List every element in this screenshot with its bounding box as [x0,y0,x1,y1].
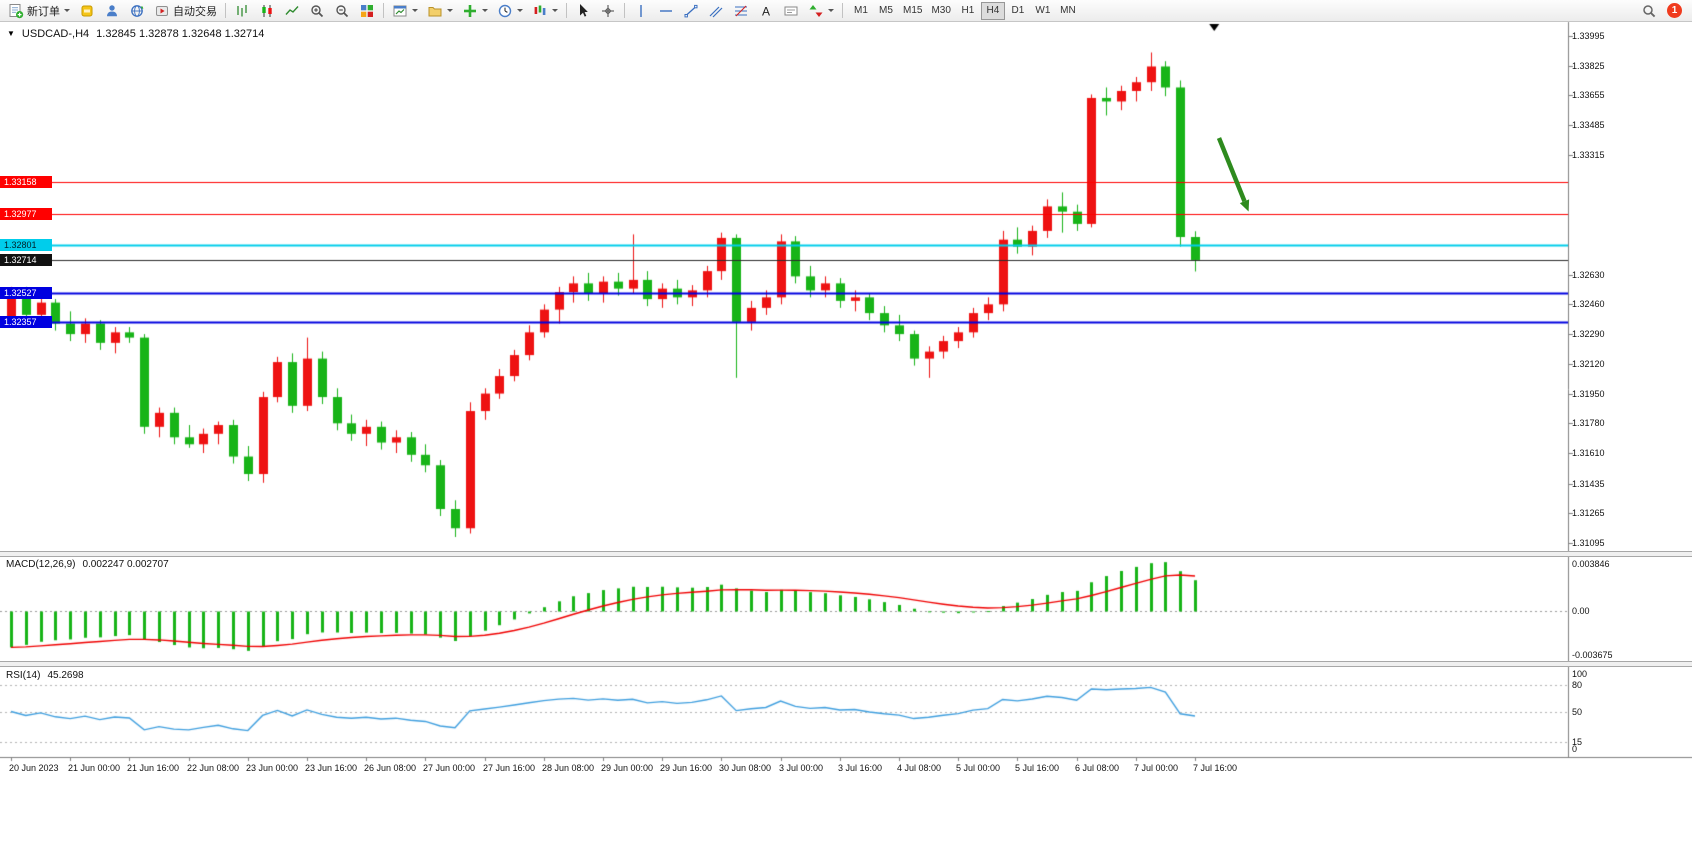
toolbar-separator [842,3,843,18]
globe-icon [129,3,145,19]
timeframe-M1[interactable]: M1 [849,2,873,20]
toolbar-separator [225,3,226,18]
algo-trading-icon [154,3,170,19]
line-chart-button[interactable] [280,1,304,21]
toolbar-separator [566,3,567,18]
template-button[interactable] [528,1,562,21]
chevron-down-icon [412,9,418,12]
toolbar-separator [624,3,625,18]
bar-chart-button[interactable] [230,1,254,21]
zoom-out-icon [334,3,350,19]
chevron-down-icon [828,9,834,12]
new-order-button[interactable]: 新订单 [4,1,74,21]
arrows-icon [808,3,824,19]
template-icon [532,3,548,19]
horizontal-line-button[interactable] [654,1,678,21]
person-icon [104,3,120,19]
timeframe-H1[interactable]: H1 [956,2,980,20]
timeframe-H4[interactable]: H4 [980,1,1005,20]
chevron-down-icon [552,9,558,12]
algo-trading-button[interactable]: 自动交易 [150,1,221,21]
web-terminal-button[interactable] [125,1,149,21]
cursor-icon [575,3,591,19]
panel-resize-handle-main-macd[interactable] [0,551,1692,557]
vertical-line-icon [633,3,649,19]
svg-text:A: A [762,4,770,18]
timeframe-W1[interactable]: W1 [1031,2,1055,20]
chevron-down-icon [517,9,523,12]
chevron-down-icon [447,9,453,12]
text-a-icon: A [758,3,774,19]
panel-resize-handle-macd-rsi[interactable] [0,661,1692,667]
indicators-button[interactable] [458,1,492,21]
timeframe-M15[interactable]: M15 [899,2,926,20]
crosshair-button[interactable] [596,1,620,21]
new-chart-button[interactable] [388,1,422,21]
notifications-badge[interactable]: 1 [1667,3,1682,18]
search-icon [1641,3,1657,19]
new-order-label: 新订单 [27,5,60,18]
timeframe-D1[interactable]: D1 [1006,2,1030,20]
text-button[interactable]: A [754,1,778,21]
toolbar-right-group: 1 [1637,1,1688,21]
timeframe-group: M1 M5 M15 M30 H1 H4 D1 W1 MN [849,1,1080,20]
timeframe-M30[interactable]: M30 [927,2,954,20]
zoom-out-button[interactable] [330,1,354,21]
line-chart-icon [284,3,300,19]
clock-icon [497,3,513,19]
market-watch-icon [79,3,95,19]
periods-button[interactable] [493,1,527,21]
new-chart-icon [392,3,408,19]
indicator-plus-icon [462,3,478,19]
cursor-button[interactable] [571,1,595,21]
channel-icon [708,3,724,19]
zoom-in-button[interactable] [305,1,329,21]
market-watch-button[interactable] [75,1,99,21]
horizontal-line-icon [658,3,674,19]
channel-button[interactable] [704,1,728,21]
profile-button[interactable] [100,1,124,21]
zoom-in-icon [309,3,325,19]
text-label-icon [783,3,799,19]
timeframe-MN[interactable]: MN [1056,2,1080,20]
trendline-icon [683,3,699,19]
toolbar: 新订单 自动交易 [0,0,1692,22]
shapes-arrows-button[interactable] [804,1,838,21]
vertical-line-button[interactable] [629,1,653,21]
chevron-down-icon [64,9,70,12]
candlestick-icon [259,3,275,19]
tile-windows-icon [359,3,375,19]
chart-profiles-button[interactable] [423,1,457,21]
fibonacci-icon [733,3,749,19]
fibonacci-button[interactable] [729,1,753,21]
tile-windows-button[interactable] [355,1,379,21]
chevron-down-icon [482,9,488,12]
candlestick-chart-button[interactable] [255,1,279,21]
new-order-icon [8,3,24,19]
label-button[interactable] [779,1,803,21]
crosshair-icon [600,3,616,19]
folder-icon [427,3,443,19]
trendline-button[interactable] [679,1,703,21]
algo-trading-label: 自动交易 [173,5,217,18]
search-button[interactable] [1637,1,1661,21]
bar-chart-icon [234,3,250,19]
toolbar-separator [383,3,384,18]
timeframe-M5[interactable]: M5 [874,2,898,20]
